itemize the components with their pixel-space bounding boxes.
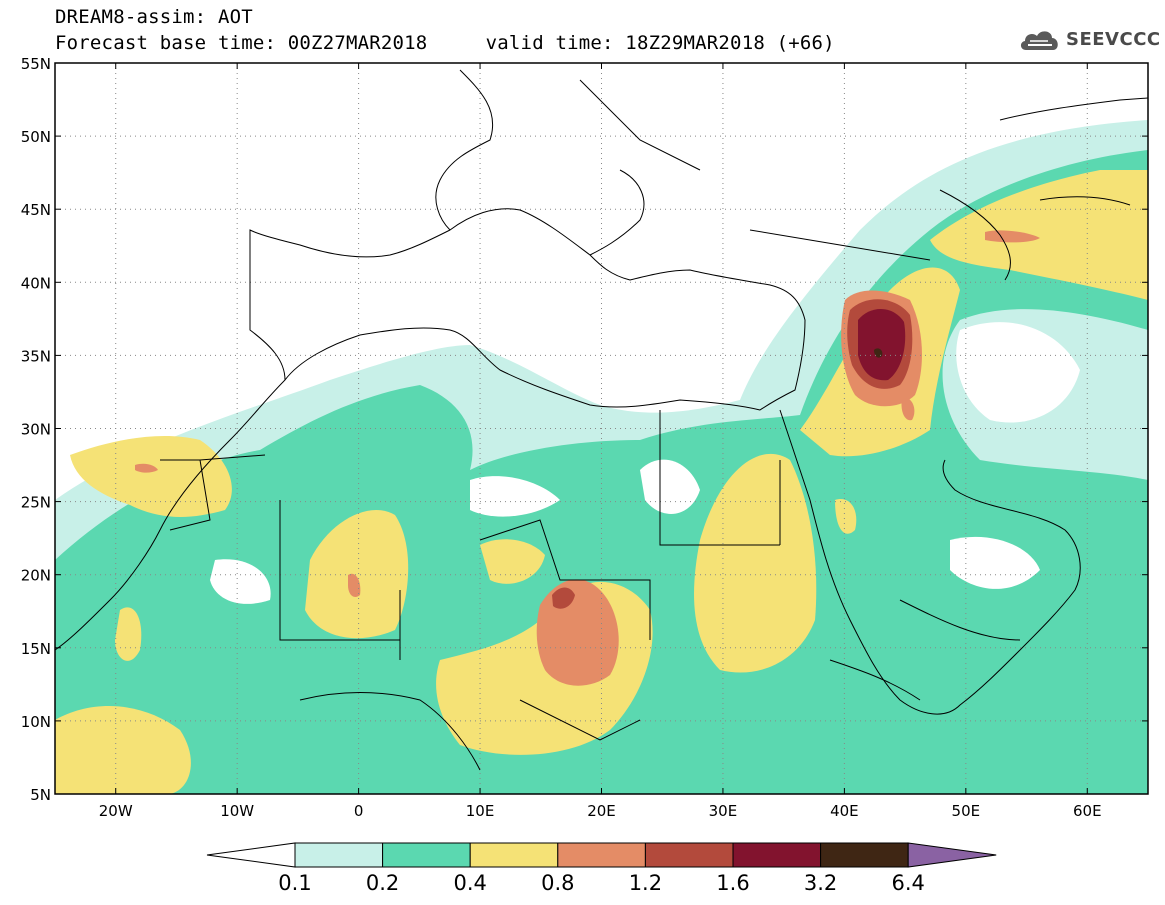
map-title: DREAM8-assim: AOT xyxy=(55,6,253,28)
lon-label-60E: 60E xyxy=(1073,802,1102,820)
lat-label-55N: 55N xyxy=(21,55,51,73)
colorbar-label-0.4: 0.4 xyxy=(453,871,486,895)
coastlines xyxy=(55,69,1148,771)
aot-clear-areas xyxy=(210,322,1080,604)
colorbar-segment-5 xyxy=(644,842,734,868)
colorbar-label-0.2: 0.2 xyxy=(366,871,399,895)
lon-label-10W: 10W xyxy=(220,802,254,820)
lon-label-20W: 20W xyxy=(99,802,133,820)
colorbar-segment-3 xyxy=(469,842,559,868)
colorbar-segment-6 xyxy=(732,842,822,868)
lon-label-30E: 30E xyxy=(709,802,738,820)
colorbar-label-6.4: 6.4 xyxy=(891,871,924,895)
lon-label-20E: 20E xyxy=(587,802,616,820)
forecast-time-line: Forecast base time: 00Z27MAR2018 valid t… xyxy=(55,32,835,54)
lon-label-10E: 10E xyxy=(466,802,495,820)
lat-label-50N: 50N xyxy=(21,128,51,146)
lon-label-50E: 50E xyxy=(952,802,981,820)
cloud-icon xyxy=(1020,31,1058,50)
lat-label-15N: 15N xyxy=(21,640,51,658)
logo-text: SEEVCCC xyxy=(1066,28,1161,50)
colorbar-segment-above xyxy=(907,842,997,868)
lat-label-35N: 35N xyxy=(21,347,51,365)
lat-label-40N: 40N xyxy=(21,274,51,292)
lat-label-10N: 10N xyxy=(21,713,51,731)
longitude-labels: 20W 10W 0 10E 20E 30E 40E 50E 60E xyxy=(99,802,1102,820)
lat-label-30N: 30N xyxy=(21,421,51,439)
lat-label-5N: 5N xyxy=(30,786,51,804)
colorbar-label-1.2: 1.2 xyxy=(629,871,662,895)
seevccc-logo: SEEVCCC xyxy=(1018,26,1161,52)
lat-label-25N: 25N xyxy=(21,494,51,512)
colorbar-label-3.2: 3.2 xyxy=(804,871,837,895)
colorbar-segment-4 xyxy=(557,842,646,868)
lat-label-45N: 45N xyxy=(21,201,51,219)
map-grid xyxy=(55,63,1148,794)
colorbar-segment-1 xyxy=(294,842,384,868)
axis-ticks xyxy=(55,62,1148,795)
aot-field xyxy=(55,63,1148,794)
colorbar-label-1.6: 1.6 xyxy=(716,871,749,895)
colorbar-segment-2 xyxy=(382,842,471,868)
colorbar-segment-below xyxy=(206,842,296,868)
colorbar: 0.1 0.2 0.4 0.8 1.2 1.6 3.2 6.4 xyxy=(206,842,997,895)
latitude-labels: 5N 10N 15N 20N 25N 30N 35N 40N 45N 50N 55N xyxy=(21,55,51,804)
lon-label-0: 0 xyxy=(354,802,364,820)
lat-label-20N: 20N xyxy=(21,567,51,585)
colorbar-segment-7 xyxy=(820,842,909,868)
aot-level-1.6 xyxy=(858,308,906,381)
colorbar-label-0.8: 0.8 xyxy=(541,871,574,895)
colorbar-label-0.1: 0.1 xyxy=(278,871,311,895)
lon-label-40E: 40E xyxy=(830,802,859,820)
